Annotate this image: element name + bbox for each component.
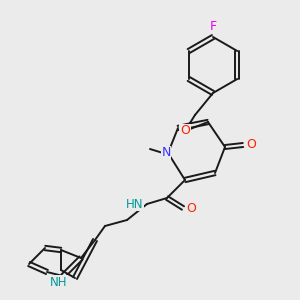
Text: O: O — [186, 202, 196, 215]
Text: O: O — [246, 139, 256, 152]
Text: O: O — [180, 124, 190, 137]
Text: N: N — [161, 146, 171, 160]
Text: NH: NH — [50, 275, 68, 289]
Text: F: F — [209, 20, 217, 34]
Text: HN: HN — [125, 197, 143, 211]
